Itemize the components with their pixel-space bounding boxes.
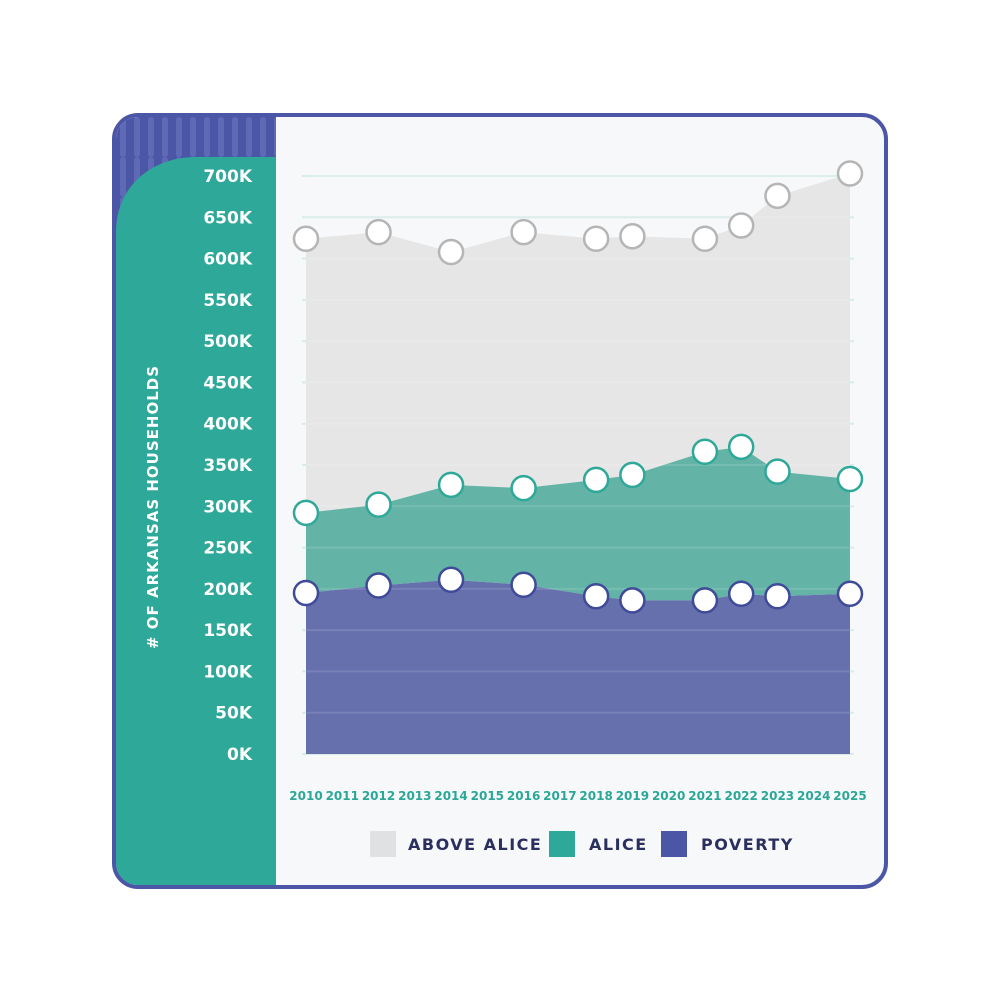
x-tick-label: 2016	[507, 789, 540, 803]
y-tick-label: 600K	[203, 250, 252, 270]
point-poverty	[365, 572, 392, 599]
area-poverty	[306, 579, 850, 754]
y-tick-label: 100K	[203, 662, 252, 682]
y-tick-label: 400K	[203, 415, 252, 435]
legend-label-poverty: POVERTY	[701, 835, 794, 854]
point-alice	[437, 471, 465, 499]
point-above-alice	[836, 160, 864, 187]
y-tick-label: 0K	[227, 745, 253, 765]
point-alice	[510, 474, 537, 502]
point-poverty	[691, 587, 719, 614]
y-tick-label: 300K	[203, 497, 252, 517]
x-tick-label: 2025	[833, 789, 866, 803]
y-tick-label: 500K	[203, 332, 252, 352]
legend-swatch-above-alice	[370, 831, 396, 857]
x-tick-label: 2014	[434, 789, 467, 803]
area-alice	[306, 446, 850, 601]
y-tick-label: 650K	[203, 208, 252, 228]
legend-label-above-alice: ABOVE ALICE	[408, 835, 542, 854]
x-tick-label: 2022	[724, 789, 757, 803]
legend-label-alice: ALICE	[589, 835, 648, 854]
x-tick-label: 2023	[761, 789, 794, 803]
x-tick-label: 2012	[362, 789, 395, 803]
point-poverty	[292, 579, 320, 607]
y-axis-title: # OF ARKANSAS HOUSEHOLDS	[144, 365, 162, 649]
point-alice	[727, 433, 755, 461]
x-tick-label: 2017	[543, 789, 576, 803]
x-tick-label: 2013	[398, 789, 431, 803]
y-tick-label: 150K	[203, 621, 252, 641]
point-above-alice	[510, 218, 537, 246]
y-tick-label: 200K	[203, 580, 252, 600]
point-poverty	[764, 583, 791, 610]
x-tick-label: 2018	[579, 789, 612, 803]
x-tick-label: 2011	[326, 789, 359, 803]
point-alice	[619, 461, 646, 489]
y-tick-label: 250K	[203, 539, 252, 559]
point-poverty	[510, 571, 537, 598]
legend-swatch-poverty	[661, 831, 687, 857]
y-tick-label: 550K	[203, 291, 252, 311]
x-tick-label: 2020	[652, 789, 685, 803]
point-poverty	[727, 580, 755, 608]
point-alice	[764, 458, 791, 485]
y-tick-label: 350K	[203, 456, 252, 476]
x-tick-label: 2019	[616, 789, 649, 803]
point-poverty	[619, 587, 646, 614]
point-above-alice	[764, 182, 791, 210]
chart-card: 0K 50K 100K 150K 200K 250K 300K 350K 400K 450K 500…	[112, 113, 888, 889]
point-above-alice	[691, 225, 719, 253]
point-above-alice	[727, 212, 755, 239]
point-poverty	[582, 583, 610, 610]
point-alice	[292, 499, 320, 527]
point-alice	[365, 491, 392, 518]
point-poverty	[836, 580, 864, 608]
stacked-area-chart: 0K 50K 100K 150K 200K 250K 300K 350K 400K 450K 500…	[116, 117, 867, 885]
legend-swatch-alice	[549, 831, 575, 857]
point-alice	[836, 465, 864, 493]
point-above-alice	[437, 238, 465, 266]
x-tick-label: 2021	[688, 789, 721, 803]
sidebar-panel	[116, 157, 276, 885]
point-above-alice	[582, 225, 610, 253]
point-above-alice	[292, 225, 320, 253]
x-tick-label: 2015	[471, 789, 504, 803]
point-above-alice	[365, 218, 392, 246]
y-tick-label: 50K	[215, 704, 253, 724]
point-poverty	[437, 566, 465, 594]
y-tick-label: 450K	[203, 373, 252, 393]
point-above-alice	[619, 223, 646, 250]
point-alice	[582, 466, 610, 494]
y-tick-label: 700K	[203, 167, 252, 187]
x-tick-label: 2010	[289, 789, 322, 803]
point-alice	[691, 438, 719, 466]
x-tick-label: 2024	[797, 789, 830, 803]
